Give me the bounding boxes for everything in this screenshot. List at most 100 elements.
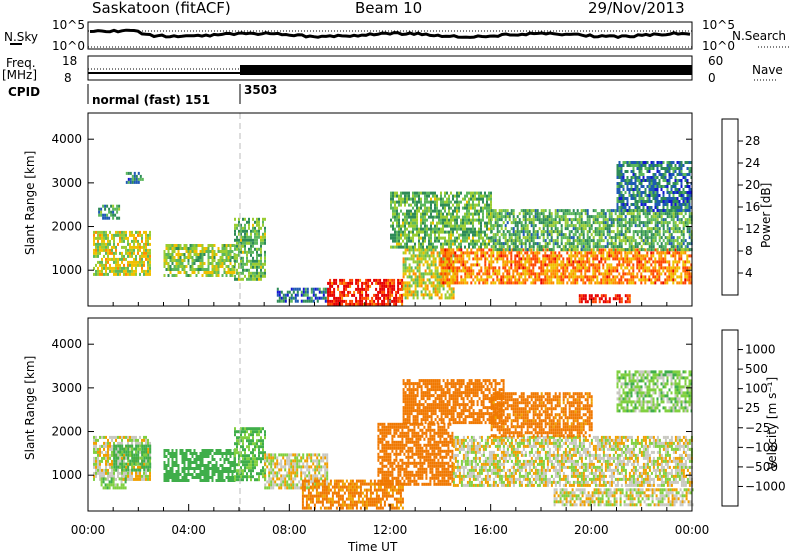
range-cell: [572, 278, 575, 282]
range-cell: [448, 206, 450, 210]
range-cell: [95, 465, 97, 469]
range-cell: [460, 233, 462, 237]
range-cell: [670, 233, 673, 237]
range-cell: [582, 224, 585, 228]
range-cell: [646, 242, 649, 246]
range-cell: [544, 230, 547, 234]
range-cell: [460, 200, 462, 204]
range-cell: [666, 269, 669, 273]
range-cell: [638, 218, 641, 222]
range-cell: [556, 209, 559, 213]
range-cell: [95, 468, 97, 472]
range-cell: [508, 269, 511, 273]
range-cell: [412, 296, 415, 300]
range-cell: [570, 275, 573, 279]
range-cell: [568, 242, 571, 246]
range-cell: [646, 224, 649, 228]
range-cell: [678, 209, 681, 212]
range-cell: [528, 254, 531, 258]
range-cell: [458, 206, 460, 210]
range-cell: [314, 296, 317, 300]
range-cell: [620, 297, 623, 301]
range-cell: [93, 242, 95, 246]
range-cell: [476, 263, 479, 267]
range-cell: [458, 233, 460, 237]
range-cell: [582, 227, 585, 231]
range-cell: [526, 254, 529, 258]
range-cell: [598, 297, 601, 301]
range-cell: [526, 239, 529, 243]
range-cell: [436, 230, 438, 234]
range-cell: [636, 275, 639, 279]
range-cell: [450, 269, 453, 273]
range-cell: [252, 274, 254, 278]
range-cell: [97, 239, 99, 243]
range-cell: [678, 257, 681, 261]
range-cell: [175, 244, 178, 247]
range-cell: [414, 260, 417, 264]
range-cell: [682, 269, 685, 273]
range-cell: [258, 277, 260, 281]
range-cell: [397, 284, 400, 288]
range-cell: [480, 278, 483, 282]
range-cell: [394, 209, 396, 213]
range-cell: [514, 224, 517, 228]
range-cell: [341, 293, 344, 297]
range-cell: [612, 230, 615, 234]
range-cell: [432, 275, 435, 279]
range-cell: [554, 227, 557, 231]
range-cell: [424, 197, 426, 201]
range-cell: [240, 277, 242, 281]
range-cell: [496, 272, 499, 276]
range-cell: [688, 227, 691, 231]
range-cell: [534, 218, 537, 222]
range-cell: [129, 251, 131, 255]
range-cell: [654, 236, 657, 240]
range-cell: [250, 265, 252, 269]
range-cell: [339, 293, 342, 297]
range-cell: [680, 203, 683, 206]
range-cell: [634, 248, 637, 252]
range-cell: [225, 256, 228, 259]
range-cell: [580, 209, 583, 213]
range-cell: [452, 269, 455, 273]
range-cell: [488, 254, 491, 258]
range-cell: [574, 266, 577, 270]
range-cell: [175, 253, 178, 256]
range-cell: [558, 278, 561, 282]
range-cell: [123, 239, 125, 243]
range-cell: [676, 161, 679, 164]
range-cell: [614, 239, 617, 243]
range-cell: [560, 233, 563, 237]
range-cell: [654, 230, 657, 234]
range-cell: [550, 248, 553, 252]
range-cell: [618, 230, 621, 234]
range-cell: [448, 260, 451, 264]
range-cell: [448, 197, 450, 201]
range-cell: [678, 236, 681, 240]
range-cell: [98, 207, 101, 211]
range-cell: [644, 260, 647, 264]
range-cell: [506, 215, 509, 219]
range-cell: [518, 248, 521, 252]
range-cell: [608, 251, 611, 255]
range-cell: [422, 209, 424, 213]
range-cell: [438, 230, 440, 234]
range-cell: [580, 294, 583, 298]
range-cell: [652, 242, 655, 246]
range-cell: [131, 233, 133, 237]
range-cell: [383, 287, 386, 291]
range-cell: [428, 263, 431, 267]
range-cell: [248, 238, 250, 242]
range-cell: [478, 218, 480, 222]
range-cell: [389, 281, 392, 285]
range-cell: [446, 239, 448, 243]
range-cell: [618, 191, 621, 194]
range-cell: [584, 245, 587, 249]
range-cell: [550, 212, 553, 216]
range-cell: [546, 257, 549, 261]
range-cell: [458, 260, 461, 264]
range-cell: [137, 239, 139, 243]
range-cell: [544, 251, 547, 255]
range-cell: [596, 230, 599, 234]
